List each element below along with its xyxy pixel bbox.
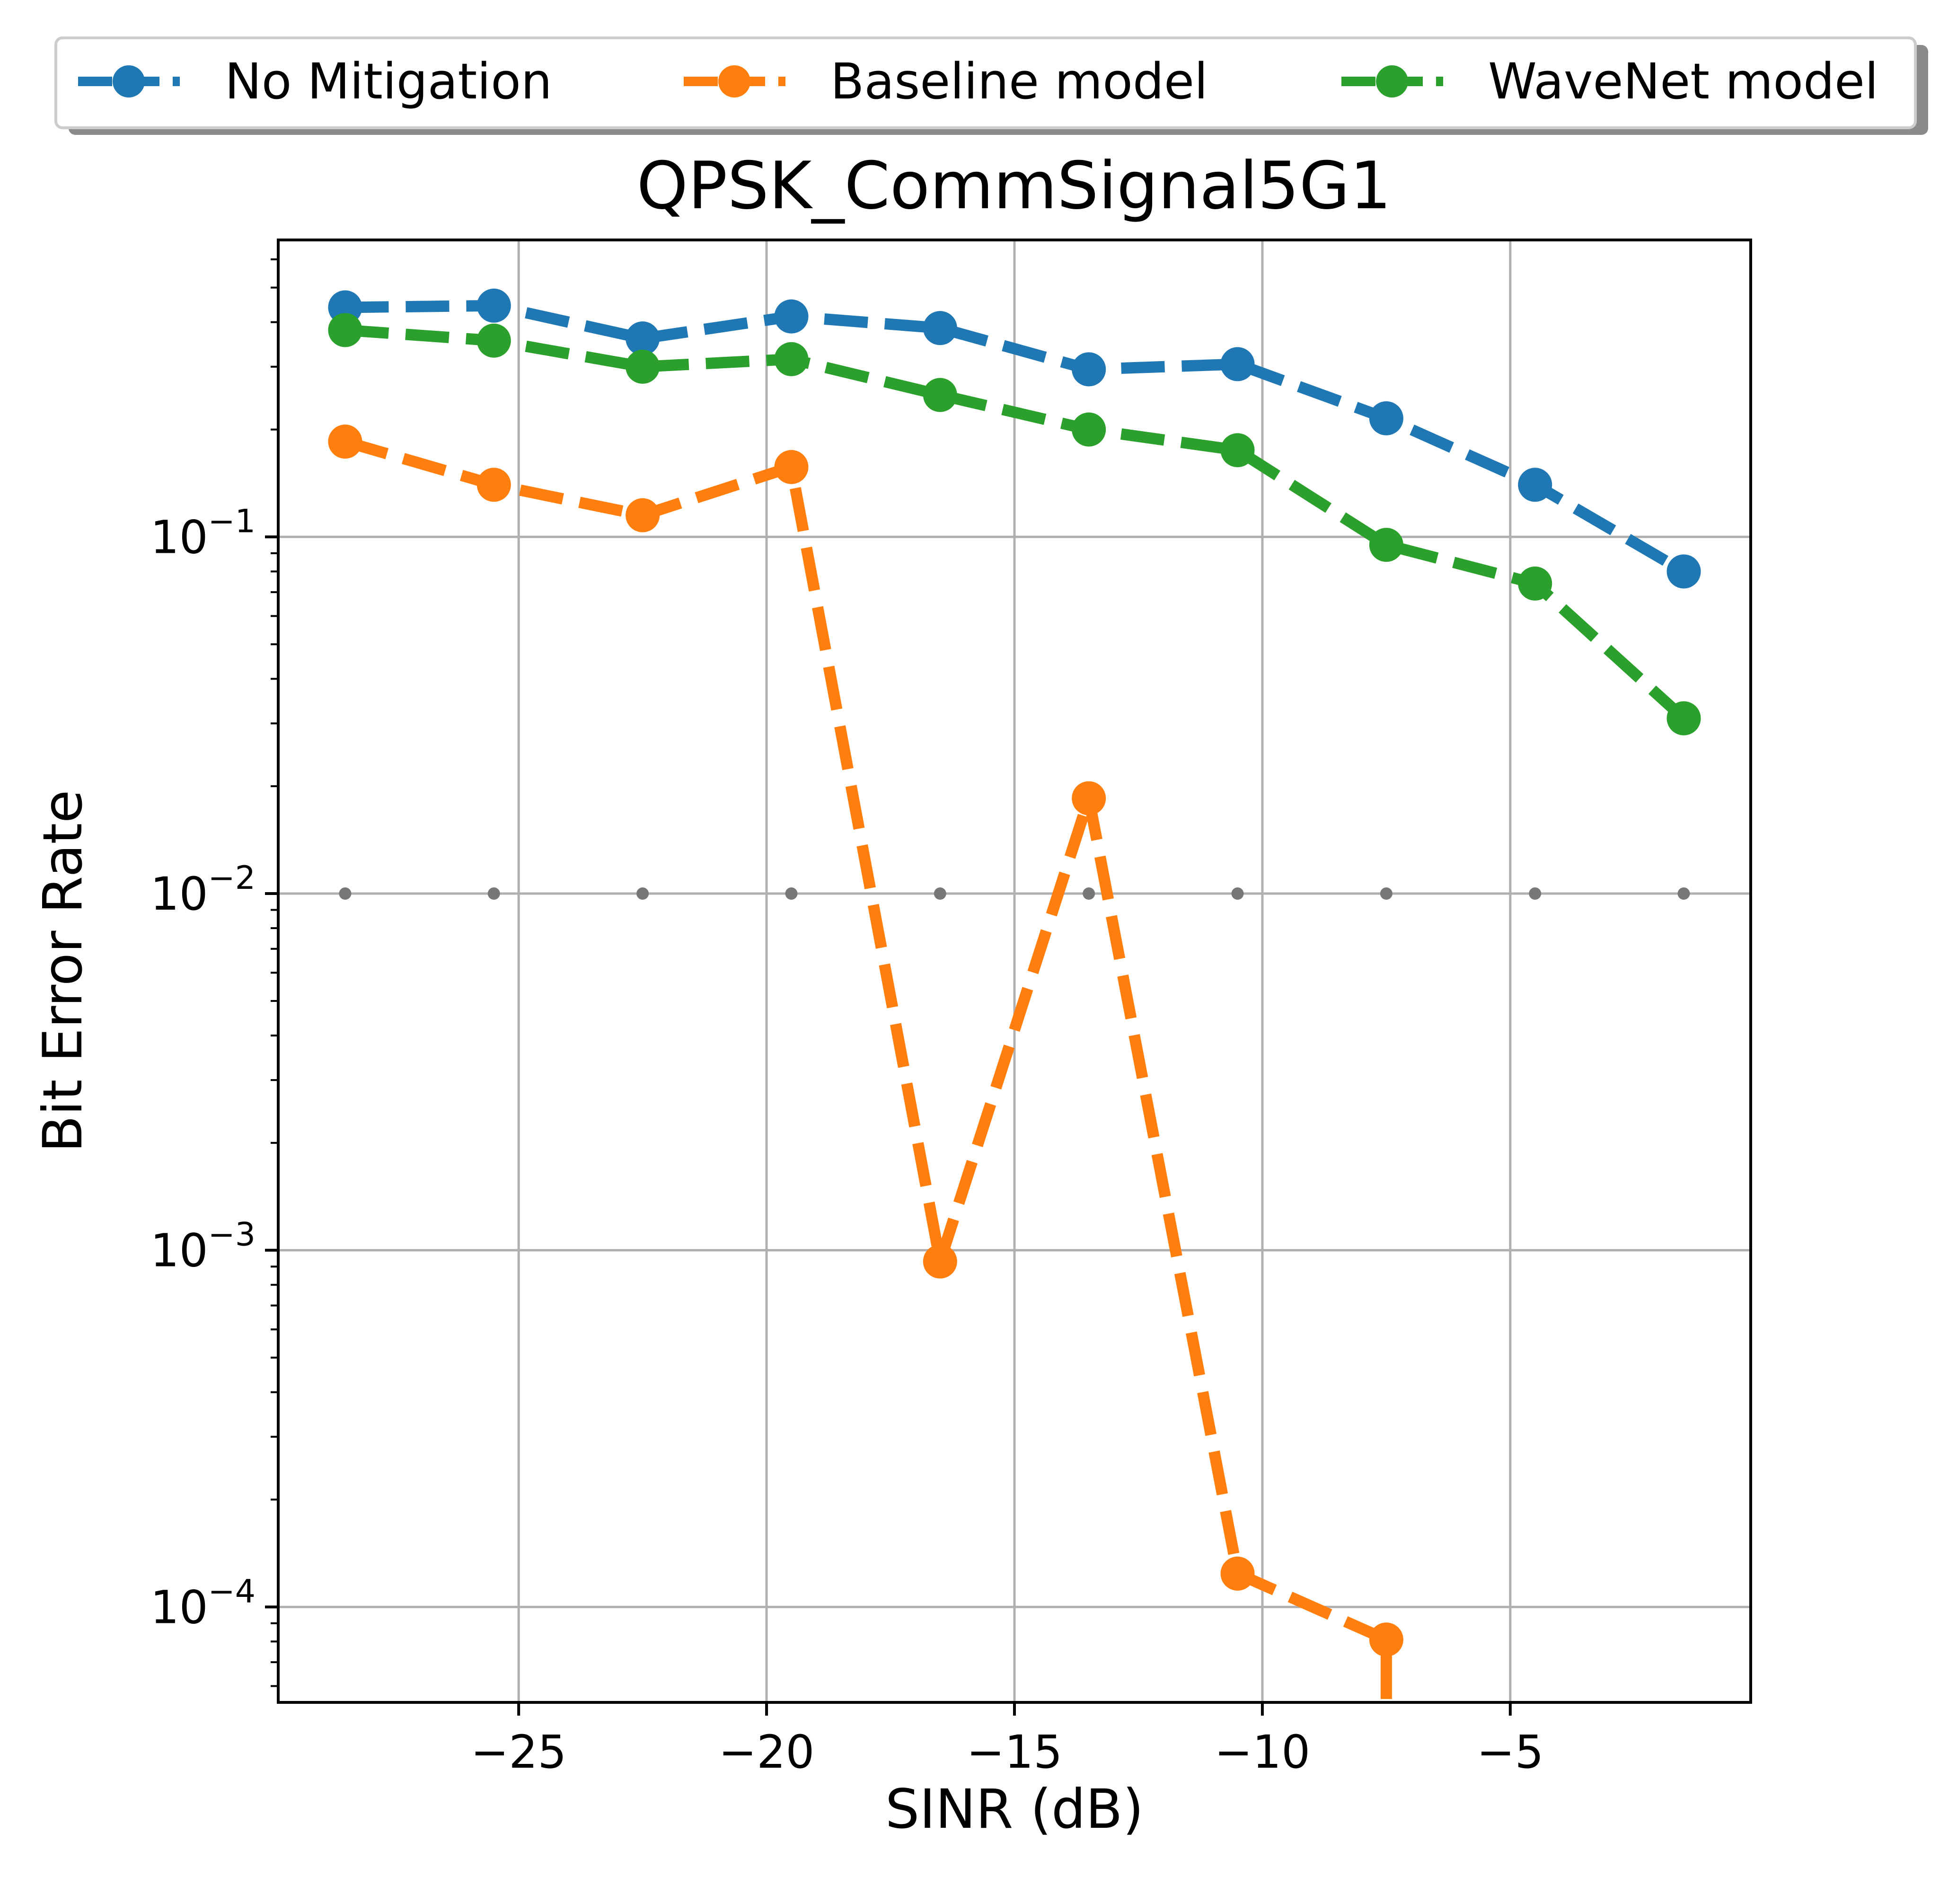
reference-point <box>1678 887 1690 900</box>
data-point-wavenet-model <box>1369 528 1403 562</box>
data-point-wavenet-model <box>774 342 808 376</box>
data-point-no-mitigation <box>923 311 957 345</box>
data-point-wavenet-model <box>477 324 511 358</box>
y-tick-base: 10 <box>150 511 208 564</box>
data-point-no-mitigation <box>1221 347 1255 381</box>
x-tick-label: −5 <box>1477 1726 1544 1779</box>
y-axis-title: Bit Error Rate <box>31 790 94 1152</box>
y-tick-exponent: −4 <box>208 1573 256 1610</box>
y-tick-exponent: −2 <box>208 859 256 897</box>
data-point-baseline-model <box>477 468 511 502</box>
data-point-no-mitigation <box>1369 401 1403 435</box>
data-point-no-mitigation <box>477 289 511 323</box>
data-point-wavenet-model <box>328 313 362 347</box>
x-tick-label: −25 <box>471 1726 567 1779</box>
legend-marker-baseline-model <box>718 65 750 97</box>
data-point-baseline-model <box>1072 781 1106 815</box>
reference-point <box>934 887 946 900</box>
data-point-baseline-model <box>923 1244 957 1278</box>
reference-point <box>339 887 351 900</box>
y-tick-exponent: −1 <box>208 503 256 540</box>
x-tick-label: −10 <box>1215 1726 1311 1779</box>
y-tick-base: 10 <box>150 1581 208 1634</box>
x-axis-title: SINR (dB) <box>885 1778 1144 1841</box>
reference-point <box>1529 887 1541 900</box>
x-tick-label: −20 <box>719 1726 815 1779</box>
legend: No Mitigation Baseline model WaveNet mod… <box>56 38 1928 135</box>
data-point-wavenet-model <box>1667 701 1701 735</box>
data-point-baseline-model <box>1369 1622 1403 1656</box>
legend-label-baseline-model: Baseline model <box>830 53 1208 110</box>
reference-point <box>1232 887 1244 900</box>
reference-point <box>636 887 649 900</box>
data-point-wavenet-model <box>1221 433 1255 467</box>
reference-point <box>1380 887 1393 900</box>
x-tick-label: −15 <box>967 1726 1063 1779</box>
data-point-no-mitigation <box>1072 352 1106 386</box>
data-point-baseline-model <box>626 498 660 532</box>
data-point-no-mitigation <box>1518 468 1552 502</box>
reference-point <box>785 887 797 900</box>
legend-label-wavenet-model: WaveNet model <box>1488 53 1878 110</box>
data-point-wavenet-model <box>923 378 957 412</box>
reference-point <box>1083 887 1095 900</box>
data-point-baseline-model <box>1221 1557 1255 1591</box>
data-point-no-mitigation <box>1667 554 1701 588</box>
legend-marker-no-mitigation <box>113 65 145 97</box>
data-point-wavenet-model <box>1518 567 1552 601</box>
data-point-baseline-model <box>328 425 362 459</box>
data-point-no-mitigation <box>774 300 808 334</box>
data-point-baseline-model <box>774 450 808 484</box>
legend-marker-wavenet-model <box>1376 65 1408 97</box>
data-point-wavenet-model <box>626 350 660 384</box>
y-tick-base: 10 <box>150 868 208 921</box>
y-tick-exponent: −3 <box>208 1216 256 1254</box>
y-tick-base: 10 <box>150 1224 208 1277</box>
reference-point <box>488 887 500 900</box>
data-point-wavenet-model <box>1072 413 1106 447</box>
legend-label-no-mitigation: No Mitigation <box>225 53 552 110</box>
chart-title: QPSK_CommSignal5G1 <box>636 148 1391 224</box>
